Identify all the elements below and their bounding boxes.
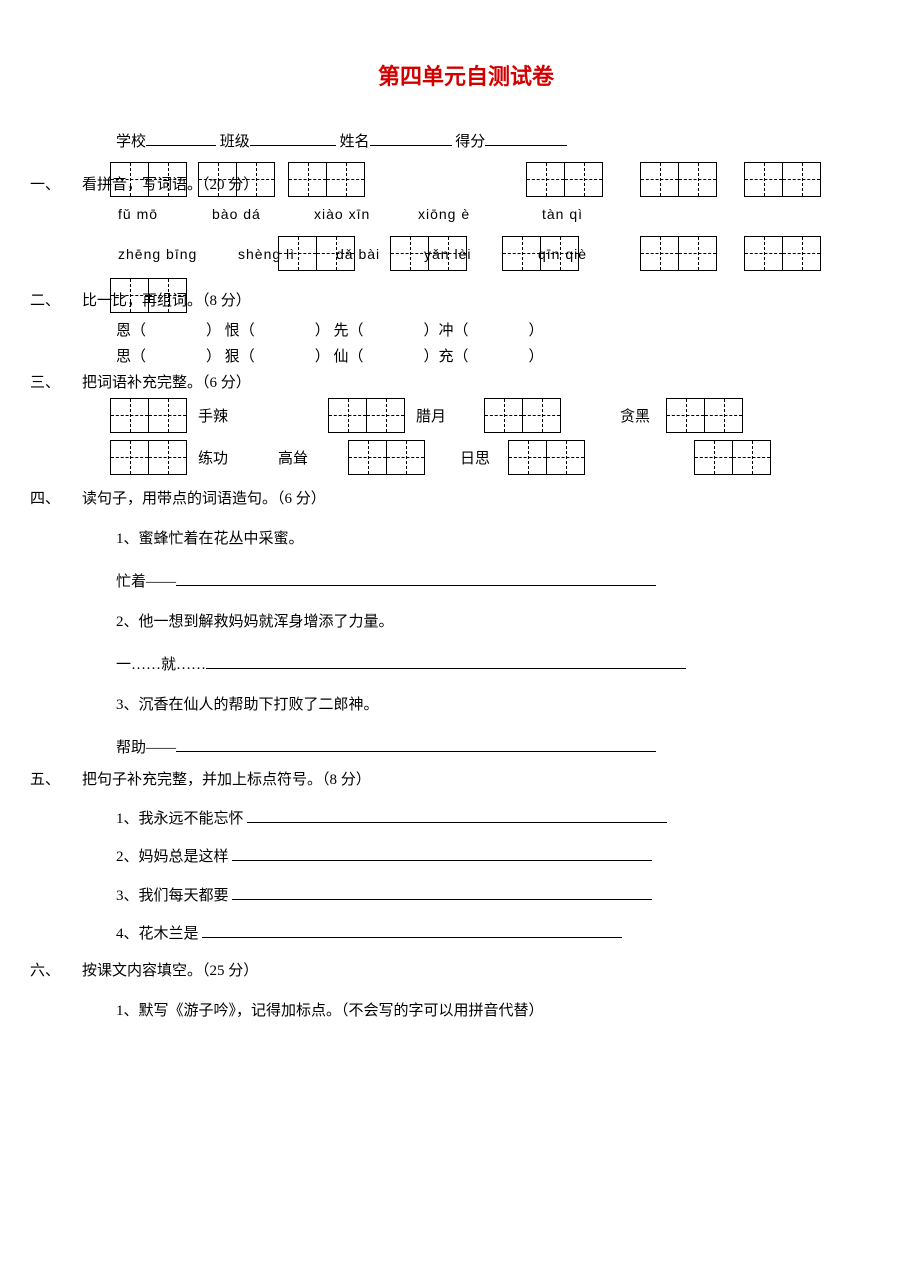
page-title: 第四单元自测试卷 bbox=[82, 60, 850, 93]
char-grid[interactable] bbox=[666, 398, 743, 433]
section-4: 四、 读句子，用带点的词语造句。（6 分） bbox=[82, 488, 850, 511]
pinyin-2-1: zhēng bīng bbox=[118, 244, 197, 265]
char-grid[interactable] bbox=[744, 162, 821, 197]
sec5-item: 1、我永远不能忘怀 bbox=[116, 808, 850, 831]
sec3-row1: 手辣 腊月 贪黑 bbox=[82, 398, 850, 438]
char-grid[interactable] bbox=[278, 236, 355, 271]
sec4-lead: 一……就…… bbox=[116, 657, 206, 673]
char-grid[interactable] bbox=[348, 440, 425, 475]
pinyin-row-2: zhēng bīng shèng lì dǎ bài yǎn lèi qīn q… bbox=[82, 244, 850, 266]
char-grid[interactable] bbox=[508, 440, 585, 475]
sec2-num: 二、 bbox=[30, 290, 60, 313]
sec3-row2: 练功 高耸 日思 bbox=[82, 440, 850, 480]
pinyin-1-2: bào dá bbox=[212, 204, 261, 225]
pinyin-1-4: xiōng è bbox=[418, 204, 470, 225]
sec2-line2: 思（ ） 狠（ ） 仙（ ）充（ ） bbox=[116, 346, 850, 370]
sec4-sentence: 3、沉香在仙人的帮助下打败了二郎神。 bbox=[116, 694, 850, 717]
sec4-sentence: 1、蜜蜂忙着在花丛中采蜜。 bbox=[116, 528, 850, 551]
school-label: 学校 bbox=[116, 134, 146, 150]
sec5-stem: 3、我们每天都要 bbox=[116, 888, 232, 904]
char-grid[interactable] bbox=[526, 162, 603, 197]
sec4-answer-line[interactable]: 一……就…… bbox=[116, 654, 850, 677]
char-grid[interactable] bbox=[640, 162, 717, 197]
sec5-stem: 1、我永远不能忘怀 bbox=[116, 811, 247, 827]
score-blank[interactable] bbox=[485, 131, 567, 146]
sec4-title: 读句子，用带点的词语造句。（6 分） bbox=[82, 491, 326, 507]
sec5-num: 五、 bbox=[30, 769, 60, 792]
answer-blank[interactable] bbox=[176, 737, 656, 752]
sec6-item1-text: 默写《游子吟》，记得加标点。（不会写的字可以用拼音代替） bbox=[139, 1003, 544, 1019]
sec5-title: 把句子补充完整，并加上标点符号。（8 分） bbox=[82, 772, 371, 788]
word-shoula: 手辣 bbox=[198, 406, 228, 429]
sec1-title: 看拼音，写词语。（20 分） bbox=[82, 174, 258, 197]
sec2-line1-text[interactable]: 恩（ ） 恨（ ） 先（ ）冲（ ） bbox=[116, 323, 544, 339]
char-grid[interactable] bbox=[744, 236, 821, 271]
sec3-title: 把词语补充完整。（6 分） bbox=[82, 372, 251, 395]
student-info-line: 学校 班级 姓名 得分 bbox=[116, 131, 850, 154]
sec6-num: 六、 bbox=[30, 960, 60, 983]
sec1-num: 一、 bbox=[30, 174, 60, 197]
char-grid[interactable] bbox=[640, 236, 717, 271]
word-risi: 日思 bbox=[460, 448, 490, 471]
section-6: 六、 按课文内容填空。（25 分） bbox=[82, 960, 850, 983]
answer-blank[interactable] bbox=[206, 654, 686, 669]
sec4-lead: 忙着—— bbox=[116, 574, 176, 590]
char-grid[interactable] bbox=[502, 236, 579, 271]
sec2-line1: 恩（ ） 恨（ ） 先（ ）冲（ ） bbox=[116, 320, 850, 344]
sec4-answer-line[interactable]: 忙着—— bbox=[116, 571, 850, 594]
sec5-item: 3、我们每天都要 bbox=[116, 885, 850, 908]
sec4-lead: 帮助—— bbox=[116, 740, 176, 756]
sec5-stem: 2、妈妈总是这样 bbox=[116, 849, 232, 865]
sec2-line2-text[interactable]: 思（ ） 狠（ ） 仙（ ）充（ ） bbox=[116, 349, 544, 365]
char-grid[interactable] bbox=[328, 398, 405, 433]
name-blank[interactable] bbox=[370, 131, 452, 146]
pinyin-row-1: fǔ mō bào dá xiào xīn xiōng è tàn qì bbox=[82, 204, 850, 226]
pinyin-1-1: fǔ mō bbox=[118, 204, 158, 225]
answer-blank[interactable] bbox=[247, 808, 667, 823]
sec6-item1-num: 1、 bbox=[116, 1003, 139, 1019]
school-blank[interactable] bbox=[146, 131, 216, 146]
sec4-num: 四、 bbox=[30, 488, 60, 511]
section-2: 二、 比一比，再组词。（8 分） bbox=[82, 288, 850, 316]
char-grid[interactable] bbox=[110, 398, 187, 433]
char-grid[interactable] bbox=[694, 440, 771, 475]
pinyin-1-5: tàn qì bbox=[542, 204, 583, 225]
sec5-item: 2、妈妈总是这样 bbox=[116, 846, 850, 869]
answer-blank[interactable] bbox=[232, 885, 652, 900]
word-gaosong: 高耸 bbox=[278, 448, 308, 471]
section-5: 五、 把句子补充完整，并加上标点符号。（8 分） bbox=[82, 769, 850, 792]
class-label: 班级 bbox=[220, 134, 250, 150]
sec4-answer-line[interactable]: 帮助—— bbox=[116, 737, 850, 760]
word-layue: 腊月 bbox=[416, 406, 446, 429]
sec6-title: 按课文内容填空。（25 分） bbox=[82, 963, 258, 979]
pinyin-1-3: xiào xīn bbox=[314, 204, 370, 225]
section-3: 三、 把词语补充完整。（6 分） bbox=[82, 372, 850, 394]
name-label: 姓名 bbox=[340, 134, 370, 150]
sec4-sentence: 2、他一想到解救妈妈就浑身增添了力量。 bbox=[116, 611, 850, 634]
section-1: 一、 看拼音，写词语。（20 分） bbox=[82, 172, 850, 200]
word-liangong: 练功 bbox=[198, 448, 228, 471]
char-grid[interactable] bbox=[288, 162, 365, 197]
sec5-item: 4、花木兰是 bbox=[116, 923, 850, 946]
sec6-item1: 1、默写《游子吟》，记得加标点。（不会写的字可以用拼音代替） bbox=[116, 1000, 850, 1023]
answer-blank[interactable] bbox=[232, 846, 652, 861]
char-grid[interactable] bbox=[390, 236, 467, 271]
sec3-num: 三、 bbox=[30, 372, 60, 395]
score-label: 得分 bbox=[455, 134, 485, 150]
sec2-title: 比一比，再组词。（8 分） bbox=[82, 290, 251, 313]
answer-blank[interactable] bbox=[176, 571, 656, 586]
char-grid[interactable] bbox=[484, 398, 561, 433]
char-grid[interactable] bbox=[110, 440, 187, 475]
answer-blank[interactable] bbox=[202, 923, 622, 938]
word-tanhei: 贪黑 bbox=[620, 406, 650, 429]
class-blank[interactable] bbox=[250, 131, 336, 146]
sec5-stem: 4、花木兰是 bbox=[116, 926, 202, 942]
